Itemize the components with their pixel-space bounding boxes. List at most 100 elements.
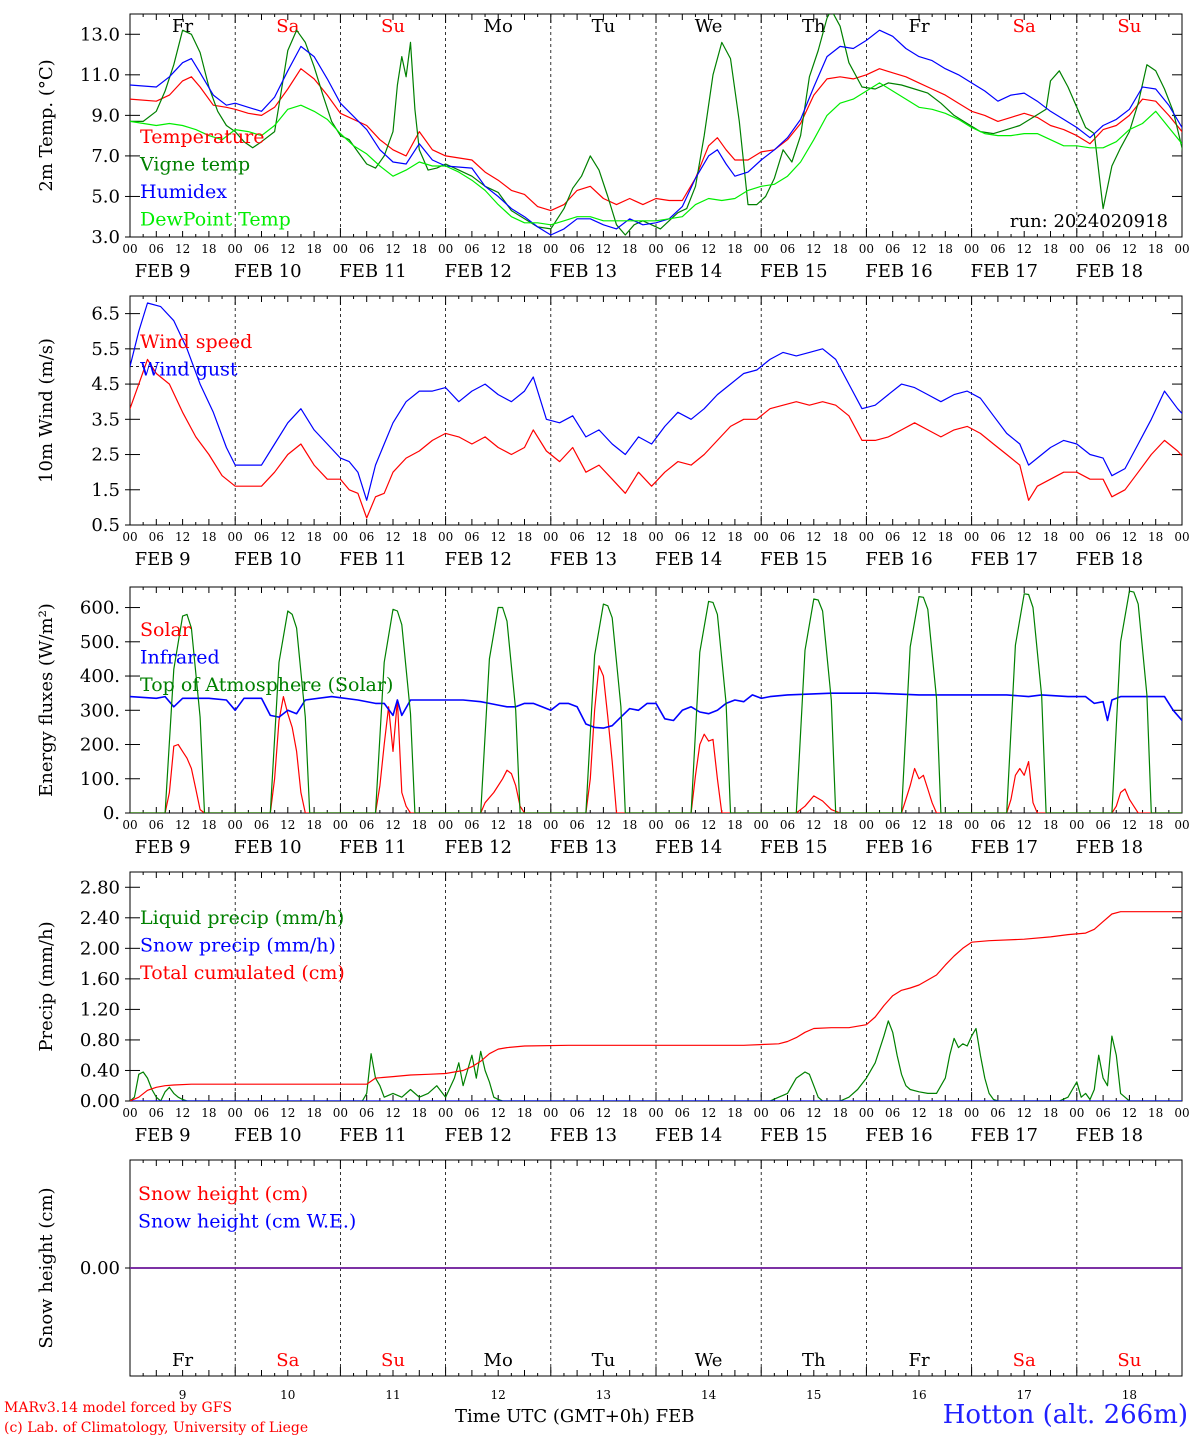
day-name: We — [695, 1350, 723, 1371]
y-tick-label: 1.60 — [80, 969, 120, 990]
y-tick-label: 5.0 — [91, 186, 120, 207]
hour-label: 06 — [254, 818, 269, 832]
hour-label: 00 — [333, 242, 348, 256]
hour-label: 12 — [491, 818, 506, 832]
hour-label: 18 — [1148, 242, 1163, 256]
day-label: FEB 9 — [135, 261, 191, 282]
hour-label: 18 — [622, 818, 637, 832]
series-line-dewpoint-temp — [130, 82, 1182, 226]
hour-label: 12 — [911, 242, 926, 256]
hour-label: 00 — [1069, 1106, 1084, 1120]
hour-label: 00 — [964, 530, 979, 544]
hour-label: 06 — [149, 1106, 164, 1120]
hour-label: 06 — [990, 818, 1005, 832]
y-tick-label: 2.00 — [80, 938, 120, 959]
legend-entry: Humidex — [140, 181, 227, 203]
hour-label: 12 — [491, 1106, 506, 1120]
day-label: FEB 15 — [760, 261, 827, 282]
panel-temperature: 00 06 12 18 00 06 12 18 00 06 12 18 00 06 12 18 00 06 12 18… — [36, 13, 1190, 282]
hour-label: 06 — [990, 530, 1005, 544]
hour-label: 18 — [1148, 818, 1163, 832]
day-number: 12 — [491, 1388, 506, 1402]
hour-label: 18 — [622, 242, 637, 256]
hour-label: 18 — [517, 242, 532, 256]
time-axis-label: Time UTC (GMT+0h) FEB — [455, 1406, 695, 1427]
day-label: FEB 17 — [970, 1125, 1037, 1146]
day-name: Sa — [276, 16, 299, 37]
day-name: Su — [381, 16, 405, 37]
legend-entry: DewPoint Temp — [140, 209, 291, 231]
y-tick-label: 500. — [80, 632, 120, 653]
hour-label: 18 — [412, 242, 427, 256]
hour-label: 06 — [149, 530, 164, 544]
hour-label: 18 — [1148, 530, 1163, 544]
hour-label: 12 — [385, 818, 400, 832]
y-tick-label: 300. — [80, 700, 120, 721]
hour-label: 00 — [1174, 818, 1189, 832]
hour-label: 06 — [464, 530, 479, 544]
day-label: FEB 14 — [655, 837, 722, 858]
hour-label: 06 — [1095, 242, 1110, 256]
hour-label: 12 — [701, 818, 716, 832]
hour-label: 12 — [1122, 242, 1137, 256]
hour-label: 06 — [1095, 818, 1110, 832]
hour-label: 12 — [911, 530, 926, 544]
day-label: FEB 11 — [339, 837, 406, 858]
hour-label: 00 — [228, 1106, 243, 1120]
y-tick-label: 6.5 — [91, 304, 120, 325]
y-tick-label: 1.20 — [80, 999, 120, 1020]
hour-label: 00 — [543, 818, 558, 832]
legend-entry: Liquid precip (mm/h) — [140, 907, 344, 929]
day-name: Sa — [1013, 1350, 1036, 1371]
y-tick-label: 1.5 — [91, 480, 120, 501]
day-label: FEB 18 — [1076, 837, 1143, 858]
day-number: 16 — [911, 1388, 926, 1402]
day-label: FEB 13 — [550, 837, 617, 858]
series-line-infrared — [130, 692, 1182, 729]
y-tick-label: 13.0 — [80, 24, 120, 45]
hour-label: 12 — [1122, 1106, 1137, 1120]
y-tick-label: 100. — [80, 769, 120, 790]
hour-label: 12 — [491, 242, 506, 256]
hour-label: 06 — [569, 1106, 584, 1120]
model-credit: MARv3.14 model forced by GFS — [4, 1400, 233, 1416]
hour-label: 06 — [149, 818, 164, 832]
legend-entry: Infrared — [140, 647, 220, 669]
hour-label: 12 — [491, 530, 506, 544]
y-tick-label: 400. — [80, 666, 120, 687]
series-group — [130, 911, 1182, 1101]
day-label: FEB 18 — [1076, 261, 1143, 282]
y-axis-label: Precip (mm/h) — [36, 921, 57, 1051]
hour-label: 18 — [1043, 530, 1058, 544]
hour-label: 00 — [859, 818, 874, 832]
hour-label: 18 — [306, 1106, 321, 1120]
hour-label: 12 — [280, 242, 295, 256]
hour-label: 12 — [1017, 242, 1032, 256]
hour-label: 12 — [701, 530, 716, 544]
hour-label: 18 — [517, 1106, 532, 1120]
y-tick-label: 2.80 — [80, 877, 120, 898]
day-label: FEB 16 — [865, 261, 932, 282]
hour-label: 00 — [1069, 818, 1084, 832]
day-label: FEB 15 — [760, 549, 827, 570]
hour-label: 00 — [1069, 242, 1084, 256]
hour-label: 00 — [438, 530, 453, 544]
hour-label: 00 — [228, 530, 243, 544]
hour-label: 06 — [569, 818, 584, 832]
hour-label: 12 — [385, 1106, 400, 1120]
hour-label: 00 — [648, 530, 663, 544]
hour-label: 18 — [306, 242, 321, 256]
hour-label: 00 — [122, 242, 137, 256]
hour-label: 00 — [438, 242, 453, 256]
day-label: FEB 12 — [444, 837, 511, 858]
day-name: Su — [381, 1350, 405, 1371]
day-label: FEB 18 — [1076, 549, 1143, 570]
hour-label: 18 — [727, 530, 742, 544]
station-name: Hotton (alt. 266m) — [942, 1400, 1188, 1430]
y-tick-label: 200. — [80, 735, 120, 756]
hour-label: 12 — [1017, 1106, 1032, 1120]
hour-label: 06 — [675, 818, 690, 832]
hour-label: 00 — [754, 530, 769, 544]
legend-entry: Total cumulated (cm) — [140, 962, 345, 984]
